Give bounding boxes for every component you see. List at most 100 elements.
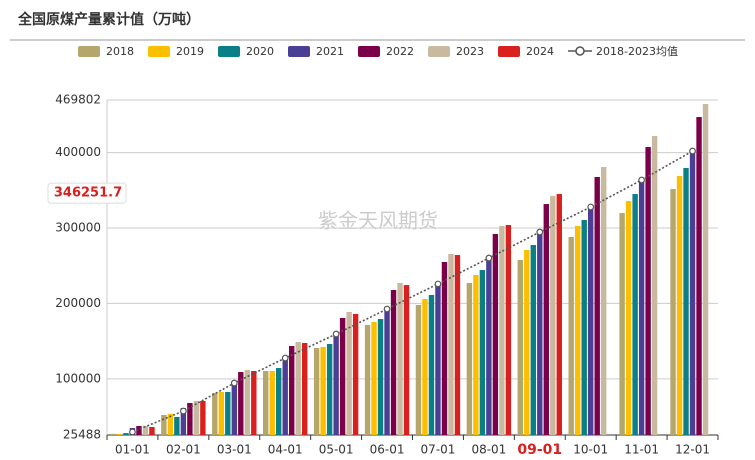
bar <box>289 346 295 435</box>
bar <box>161 415 167 435</box>
bar <box>517 259 523 435</box>
bar <box>454 255 461 435</box>
legend-label: 2020 <box>246 45 274 58</box>
bar <box>110 433 116 435</box>
bar <box>218 392 224 435</box>
bar <box>238 372 244 435</box>
bar <box>550 195 556 435</box>
bar <box>212 392 218 435</box>
bar <box>142 426 149 435</box>
bar <box>346 312 352 435</box>
bar <box>371 321 377 435</box>
bar <box>364 324 371 435</box>
legend-label: 2024 <box>526 45 554 58</box>
bar <box>282 358 288 435</box>
bar <box>269 370 275 435</box>
y-tick-label: 400000 <box>55 145 101 159</box>
bar <box>670 189 676 435</box>
bar <box>499 225 505 435</box>
bar <box>689 152 696 436</box>
line-marker <box>129 428 136 436</box>
line-marker <box>536 228 544 236</box>
bar <box>466 282 473 435</box>
bar <box>397 282 403 435</box>
bar <box>313 347 320 435</box>
bar <box>251 370 257 435</box>
bar <box>473 274 479 435</box>
legend-label: 2023 <box>456 45 484 58</box>
line-marker <box>383 305 391 313</box>
legend-marker <box>575 46 585 56</box>
bar <box>326 343 333 435</box>
y-tick-label: 469802 <box>55 93 101 107</box>
bar <box>302 343 308 435</box>
watermark: 紫金天风期货 <box>318 209 438 233</box>
x-tick-label: 05-01 <box>319 443 354 457</box>
bar <box>295 342 301 435</box>
bar <box>702 103 709 435</box>
bar <box>683 168 689 436</box>
bar <box>320 347 326 435</box>
bar <box>486 259 492 435</box>
y-tick-label: 100000 <box>55 371 101 385</box>
bar <box>696 117 702 435</box>
line-marker <box>179 407 187 415</box>
bar <box>377 319 384 435</box>
bar <box>651 136 658 436</box>
x-tick-label: 09-01 <box>517 442 562 458</box>
bar <box>575 225 581 435</box>
x-tick-label: 11-01 <box>624 443 659 457</box>
bar <box>263 370 269 435</box>
bar <box>588 206 594 435</box>
x-tick-label: 12-01 <box>675 443 710 457</box>
bar <box>530 244 536 435</box>
line-marker <box>638 176 646 184</box>
bar <box>276 368 282 435</box>
y-tick-label: 300000 <box>55 221 101 235</box>
bar <box>384 308 390 435</box>
crosshair-label: 346251.7 <box>54 186 122 201</box>
bar <box>422 298 428 435</box>
bar <box>448 254 454 435</box>
bar <box>174 416 180 435</box>
legend-label: 2021 <box>316 45 344 58</box>
x-tick-label: 10-01 <box>573 443 608 457</box>
x-tick-label: 07-01 <box>421 443 456 457</box>
legend-swatch <box>498 46 520 57</box>
line-marker <box>689 147 696 155</box>
legend-swatch <box>148 46 170 57</box>
legend-swatch <box>358 46 380 57</box>
bar <box>645 147 651 435</box>
legend-label: 2018-2023均值 <box>596 45 678 58</box>
legend-swatch <box>218 46 240 57</box>
x-tick-label: 04-01 <box>268 443 303 457</box>
line-marker <box>281 354 289 362</box>
line-marker <box>434 280 442 288</box>
bar <box>149 426 155 435</box>
bar <box>339 317 346 435</box>
bar <box>415 305 422 435</box>
bar <box>123 433 129 435</box>
line-marker <box>485 254 493 262</box>
bar <box>594 176 600 435</box>
bar <box>225 392 231 435</box>
chart-title: 全国原煤产量累计值（万吨） <box>17 11 200 28</box>
bar <box>136 426 142 435</box>
bar <box>180 407 187 435</box>
bar <box>625 201 632 435</box>
bar <box>187 403 193 435</box>
bar <box>352 313 359 435</box>
legend-label: 2018 <box>106 45 134 58</box>
x-tick-label: 03-01 <box>217 443 252 457</box>
bar <box>619 213 625 435</box>
bar <box>403 285 410 435</box>
bar <box>505 225 512 435</box>
line-marker <box>587 203 595 211</box>
y-tick-label: 25488 <box>63 428 101 442</box>
bar <box>556 194 562 435</box>
legend-swatch <box>288 46 310 57</box>
bar <box>200 400 206 435</box>
bar <box>492 233 499 435</box>
x-tick-label: 01-01 <box>115 443 150 457</box>
